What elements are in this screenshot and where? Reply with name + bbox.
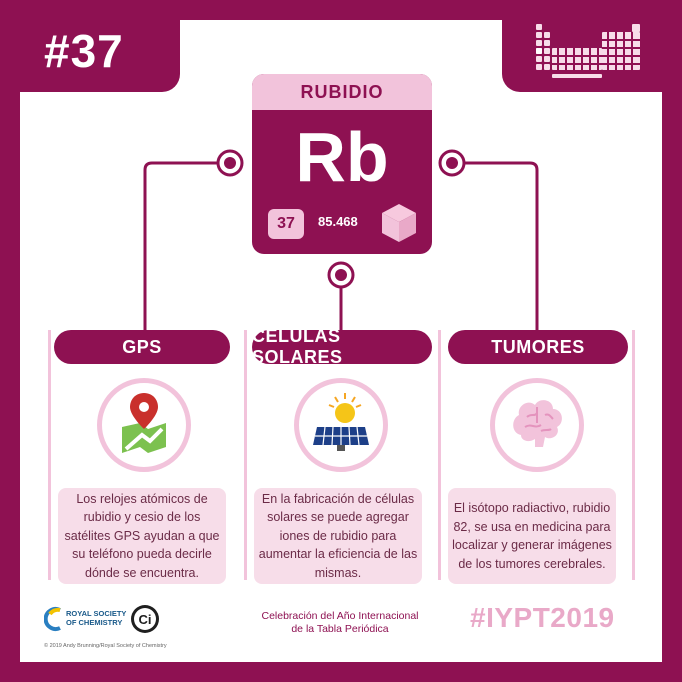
column-title-solar-cells: CÉLULAS SOLARES — [252, 326, 432, 367]
column-title-tumors: TUMORES — [448, 330, 628, 364]
gps-description: Los relojes atómicos de rubidio y cesio … — [58, 488, 226, 584]
column-divider — [632, 330, 635, 580]
issue-tab — [20, 20, 180, 92]
solar-icon-circle — [294, 378, 388, 472]
brain-icon-circle — [490, 378, 584, 472]
celebration-line-2: de la Tabla Periódica — [291, 623, 389, 635]
gps-icon-circle — [97, 378, 191, 472]
rsc-logo-icon — [44, 607, 61, 631]
issue-number: #37 — [44, 25, 124, 77]
celebration-text: Celebración del Año Internacional de la … — [230, 610, 450, 636]
column-divider — [244, 330, 247, 580]
cube-icon — [382, 204, 416, 242]
copyright: © 2019 Andy Brunning/Royal Society of Ch… — [44, 643, 167, 649]
column-divider — [438, 330, 441, 580]
tumors-description: El isótopo radiactivo, rubidio 82, se us… — [448, 488, 616, 584]
atomic-mass: 85.468 — [318, 214, 358, 229]
periodic-table-icon — [536, 24, 640, 78]
column-divider — [48, 330, 51, 580]
element-name: RUBIDIO — [252, 74, 432, 110]
brain-icon — [513, 400, 562, 447]
rsc-line-2: OF CHEMISTRY — [66, 618, 123, 627]
ci-logo-text: Ci — [139, 612, 152, 627]
rsc-logo-text: ROYAL SOCIETY OF CHEMISTRY — [66, 609, 126, 627]
element-card: RUBIDIO Rb 37 85.468 — [252, 74, 432, 254]
solar-cells-description: En la fabricación de células solares se … — [254, 488, 422, 584]
atomic-number: 37 — [268, 209, 304, 239]
element-symbol: Rb — [295, 118, 389, 196]
ci-logo: Ci — [131, 605, 159, 633]
hashtag: #IYPT2019 — [470, 602, 615, 633]
celebration-line-1: Celebración del Año Internacional — [261, 610, 419, 622]
column-title-gps: GPS — [54, 330, 230, 364]
map-pin-icon — [122, 393, 166, 453]
solar-panel-icon — [313, 393, 369, 451]
rsc-line-1: ROYAL SOCIETY — [66, 609, 127, 618]
